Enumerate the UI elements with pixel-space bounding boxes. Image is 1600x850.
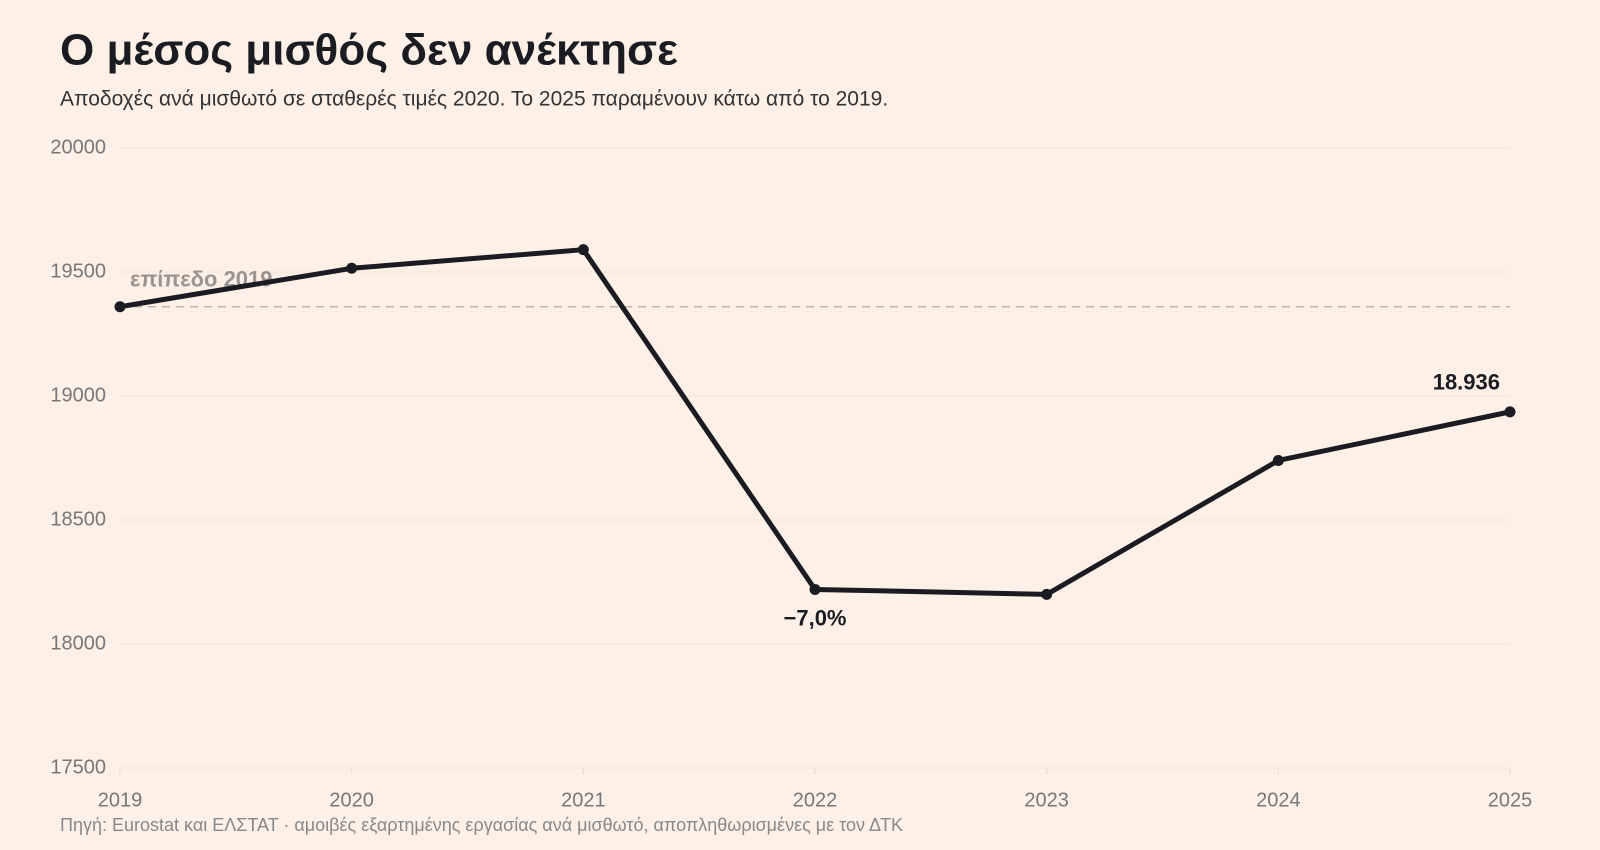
y-tick-label: 19500 [50, 260, 106, 282]
x-tick-label: 2019 [98, 789, 143, 811]
data-point [1504, 406, 1516, 418]
x-tick-label: 2025 [1488, 789, 1533, 811]
y-tick-label: 20000 [50, 136, 106, 158]
chart-subtitle: Αποδοχές ανά μισθωτό σε σταθερές τιμές 2… [60, 88, 888, 111]
chart-title: Ο μέσος μισθός δεν ανέκτησε [60, 26, 678, 75]
data-point [577, 244, 589, 256]
y-tick-label: 17500 [50, 756, 106, 778]
data-point [1272, 454, 1284, 466]
data-point [1041, 588, 1053, 600]
data-line [119, 247, 1511, 597]
x-tick-label: 2023 [1024, 789, 1069, 811]
x-tick-label: 2021 [561, 789, 606, 811]
y-tick-label: 18000 [50, 632, 106, 654]
data-point [114, 301, 126, 313]
source-note: Πηγή: Eurostat και ΕΛΣΤΑΤ · αμοιβές εξαρ… [60, 815, 903, 835]
y-tick-label: 19000 [50, 384, 106, 406]
annotation: −7,0% [784, 605, 847, 630]
value-label: 18.936 [1433, 370, 1500, 395]
x-tick-label: 2020 [329, 789, 374, 811]
data-point [809, 583, 821, 595]
data-point [346, 262, 358, 274]
x-tick-label: 2022 [793, 789, 838, 811]
y-tick-label: 18500 [50, 508, 106, 530]
reference-label: επίπεδο 2019 [130, 267, 273, 292]
x-tick-label: 2024 [1256, 789, 1301, 811]
